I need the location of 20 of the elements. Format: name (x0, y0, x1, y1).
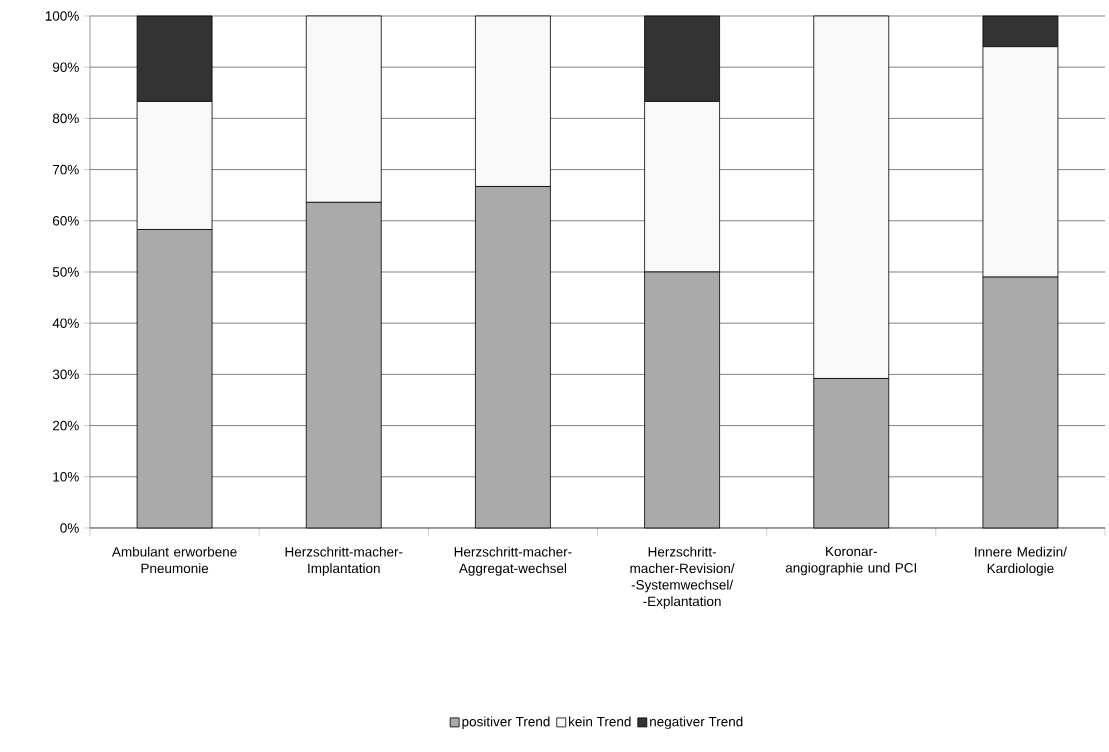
y-tick-label: 50% (52, 267, 79, 277)
y-tick-label: 20% (52, 420, 79, 431)
y-tick-label: 70% (52, 164, 79, 175)
y-tick-label: 0% (60, 523, 79, 533)
y-tick-label: 40% (52, 318, 79, 328)
legend-label: positiver Trend (462, 716, 550, 730)
y-tick-label: 80% (52, 113, 79, 124)
y-tick-label: 90% (52, 62, 79, 72)
y-tick-label: 30% (52, 369, 79, 380)
x-tick-label: Ambulant erworbene Pneumonie (111, 546, 237, 574)
y-tick-label: 10% (53, 472, 79, 482)
y-tick-label: 60% (52, 216, 79, 226)
y-tick-label: 100% (45, 11, 79, 21)
x-tick-label: Herzschritt-macher-Aggregat-wechsel (454, 546, 572, 576)
x-tick-label: Herzschritt-macher-Revision/ -Systemwechsel/ -Explantation (630, 546, 735, 609)
x-tick-label: Innere Medizin/ Kardiologie (975, 546, 1067, 576)
x-tick-label: Herzschritt-macher-Implantation (285, 546, 403, 576)
x-tick-label: Koronar-angiographie und PCI (785, 546, 917, 576)
legend-label: kein Trend (569, 716, 631, 727)
legend-label: negativer Trend (650, 716, 743, 730)
